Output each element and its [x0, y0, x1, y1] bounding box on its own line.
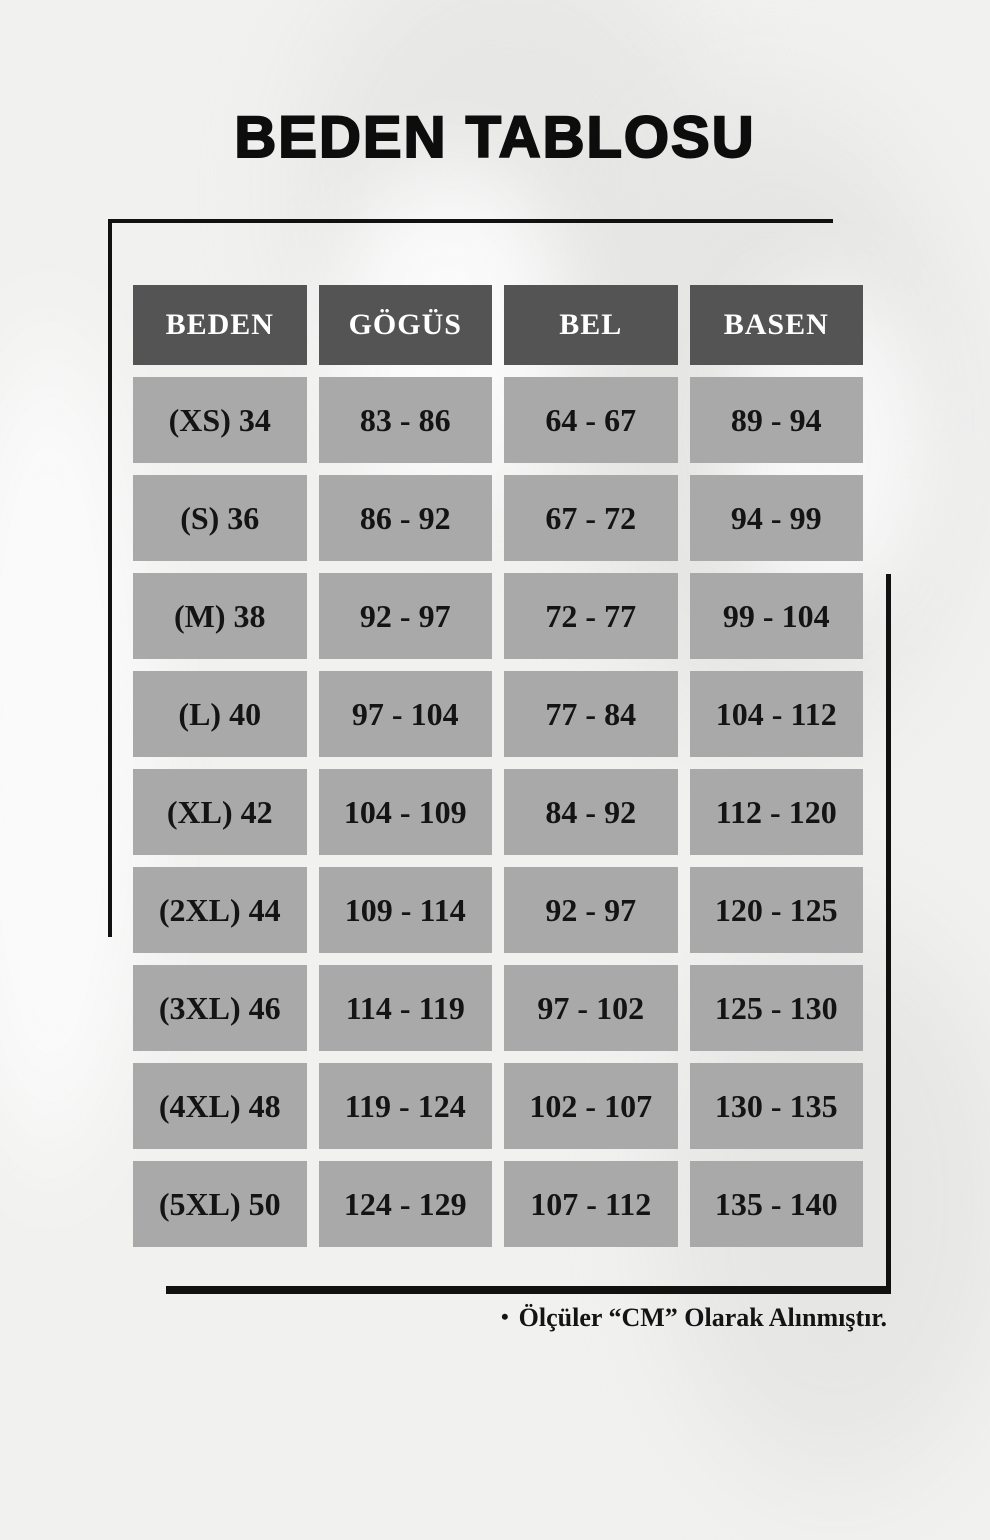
table-size-cell: (5XL) 50 — [133, 1161, 307, 1247]
table-value-cell: 72 - 77 — [504, 573, 678, 659]
table-value-cell: 135 - 140 — [689, 1161, 863, 1247]
table-header-cell: BASEN — [689, 285, 863, 365]
table-value-cell: 107 - 112 — [504, 1161, 678, 1247]
table-size-cell: (S) 36 — [133, 475, 307, 561]
table-value-cell: 104 - 109 — [318, 769, 492, 855]
table-value-cell: 67 - 72 — [504, 475, 678, 561]
page-title: BEDEN TABLOSU — [233, 104, 756, 171]
table-value-cell: 102 - 107 — [504, 1063, 678, 1149]
table-size-cell: (L) 40 — [133, 671, 307, 757]
frame-right-line — [886, 574, 891, 1291]
table-value-cell: 97 - 102 — [504, 965, 678, 1051]
footer-note-text: Ölçüler “CM” Olarak Alınmıştır. — [518, 1303, 887, 1332]
table-value-cell: 86 - 92 — [318, 475, 492, 561]
table-size-cell: (XS) 34 — [133, 377, 307, 463]
table-size-cell: (XL) 42 — [133, 769, 307, 855]
table-size-cell: (M) 38 — [133, 573, 307, 659]
table-size-cell: (2XL) 44 — [133, 867, 307, 953]
table-value-cell: 64 - 67 — [504, 377, 678, 463]
table-value-cell: 124 - 129 — [318, 1161, 492, 1247]
table-value-cell: 112 - 120 — [689, 769, 863, 855]
table-value-cell: 99 - 104 — [689, 573, 863, 659]
table-value-cell: 120 - 125 — [689, 867, 863, 953]
table-value-cell: 109 - 114 — [318, 867, 492, 953]
footer-note: • Ölçüler “CM” Olarak Alınmıştır. — [501, 1303, 887, 1333]
frame-bottom-line — [166, 1286, 891, 1294]
table-value-cell: 97 - 104 — [318, 671, 492, 757]
table-value-cell: 104 - 112 — [689, 671, 863, 757]
table-value-cell: 83 - 86 — [318, 377, 492, 463]
table-value-cell: 77 - 84 — [504, 671, 678, 757]
table-value-cell: 119 - 124 — [318, 1063, 492, 1149]
table-size-cell: (4XL) 48 — [133, 1063, 307, 1149]
bullet-icon: • — [500, 1304, 509, 1329]
table-value-cell: 92 - 97 — [318, 573, 492, 659]
table-value-cell: 94 - 99 — [689, 475, 863, 561]
table-value-cell: 84 - 92 — [504, 769, 678, 855]
frame-left-line — [108, 219, 112, 937]
table-value-cell: 114 - 119 — [318, 965, 492, 1051]
table-value-cell: 125 - 130 — [689, 965, 863, 1051]
table-header-cell: GÖGÜS — [318, 285, 492, 365]
frame-top-line — [111, 219, 833, 223]
size-table: BEDEN GÖGÜS BEL BASEN (XS) 34 83 - 86 64 - 67 8… — [133, 285, 863, 1247]
table-header-cell: BEDEN — [133, 285, 307, 365]
table-value-cell: 89 - 94 — [689, 377, 863, 463]
table-header-cell: BEL — [504, 285, 678, 365]
table-size-cell: (3XL) 46 — [133, 965, 307, 1051]
table-value-cell: 130 - 135 — [689, 1063, 863, 1149]
table-value-cell: 92 - 97 — [504, 867, 678, 953]
